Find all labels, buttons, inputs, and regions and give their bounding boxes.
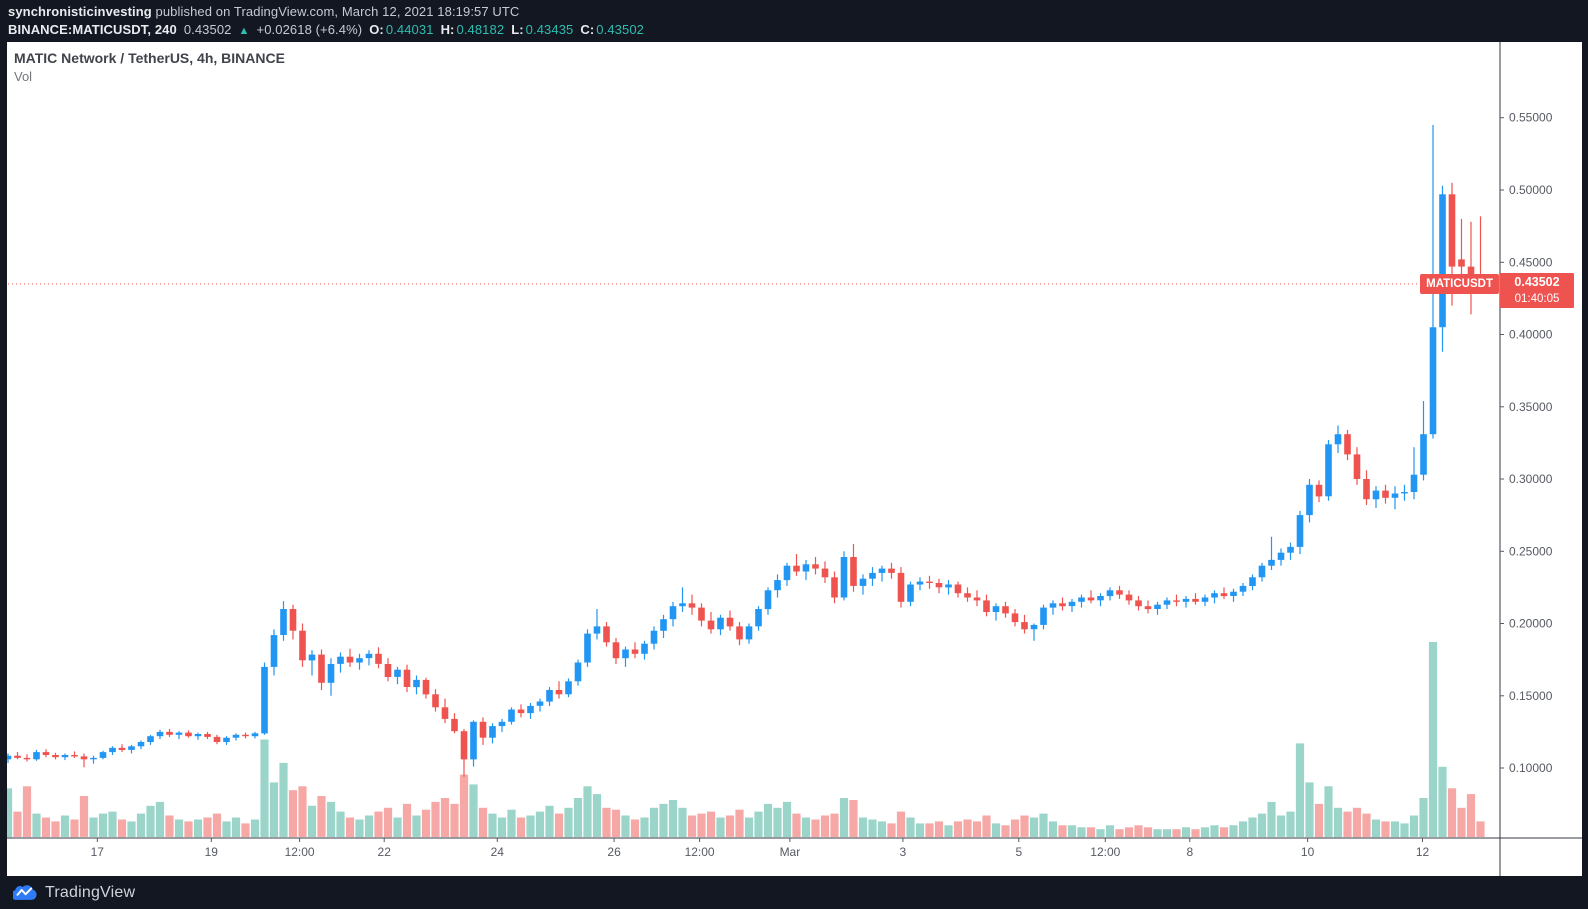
attribution-line: synchronisticinvesting published on Trad… [8,4,519,19]
svg-text:12:00: 12:00 [1090,845,1120,859]
volume-layer [7,642,1485,838]
svg-text:0.40000: 0.40000 [1509,328,1553,342]
close-value: C: 0.43502 [580,22,644,37]
svg-text:22: 22 [378,845,392,859]
svg-text:17: 17 [91,845,105,859]
up-arrow-icon: ▲ [238,25,250,37]
candles-layer [7,125,1484,777]
tradingview-logo-text: TradingView [45,883,136,901]
svg-text:12: 12 [1416,845,1430,859]
svg-text:10: 10 [1301,845,1315,859]
quote-line: BINANCE:MATICUSDT, 240 0.43502 ▲ +0.0261… [8,22,644,37]
svg-text:26: 26 [607,845,621,859]
price-change-text: +0.02618 (+6.4%) [256,22,363,37]
svg-text:0.50000: 0.50000 [1509,183,1553,197]
chart-area[interactable]: 0.55000 0.50000 0.45000 0.40000 0.35000 0.300… [7,42,1582,876]
candlestick-chart[interactable]: 0.55000 0.50000 0.45000 0.40000 0.35000 0.300… [7,42,1582,876]
svg-text:12:00: 12:00 [285,845,315,859]
svg-text:8: 8 [1186,845,1193,859]
svg-text:Mar: Mar [780,845,801,859]
tradingview-brand-link[interactable]: TradingView [13,884,135,902]
svg-text:0.55000: 0.55000 [1509,111,1553,125]
price-axis[interactable]: 0.55000 0.50000 0.45000 0.40000 0.35000 0.300… [1500,111,1553,775]
volume-indicator-label: Vol [14,69,33,84]
open-value: O: 0.44031 [369,22,434,37]
svg-text:0.30000: 0.30000 [1509,472,1553,486]
svg-text:12:00: 12:00 [685,845,715,859]
last-price-text: 0.43502 [183,22,232,37]
svg-text:19: 19 [205,845,219,859]
svg-text:0.35000: 0.35000 [1509,400,1553,414]
svg-text:3: 3 [900,845,907,859]
time-axis[interactable]: 17 19 12:00 22 24 26 12:00 Mar 3 5 12:00 8 10 12 [91,838,1430,859]
low-value: L: 0.43435 [511,22,574,37]
published-text: published on TradingView.com, March 12, … [155,4,520,19]
svg-text:0.10000: 0.10000 [1509,761,1553,775]
symbol-price-label: MATICUSDT [1420,274,1499,294]
tradingview-logo-icon [13,885,37,900]
bar-countdown-timer: 01:40:05 [1514,293,1560,305]
chart-title: MATIC Network / TetherUS, 4h, BINANCE [14,50,285,66]
chart-legend: MATIC Network / TetherUS, 4h, BINANCE Vo… [14,49,285,86]
svg-text:5: 5 [1015,845,1022,859]
svg-text:24: 24 [491,845,505,859]
current-price-value: 0.43502 [1514,275,1560,289]
svg-text:0.45000: 0.45000 [1509,255,1553,269]
symbol-interval-text: BINANCE:MATICUSDT, 240 [8,22,177,37]
bottom-bar: TradingView [0,876,1588,909]
current-price-badge: 0.43502 01:40:05 [1500,273,1574,308]
top-bar: synchronisticinvesting published on Trad… [0,0,1588,42]
username-text: synchronisticinvesting [8,4,152,19]
svg-text:0.15000: 0.15000 [1509,689,1553,703]
svg-text:0.20000: 0.20000 [1509,617,1553,631]
high-value: H: 0.48182 [440,22,505,37]
svg-text:0.25000: 0.25000 [1509,544,1553,558]
